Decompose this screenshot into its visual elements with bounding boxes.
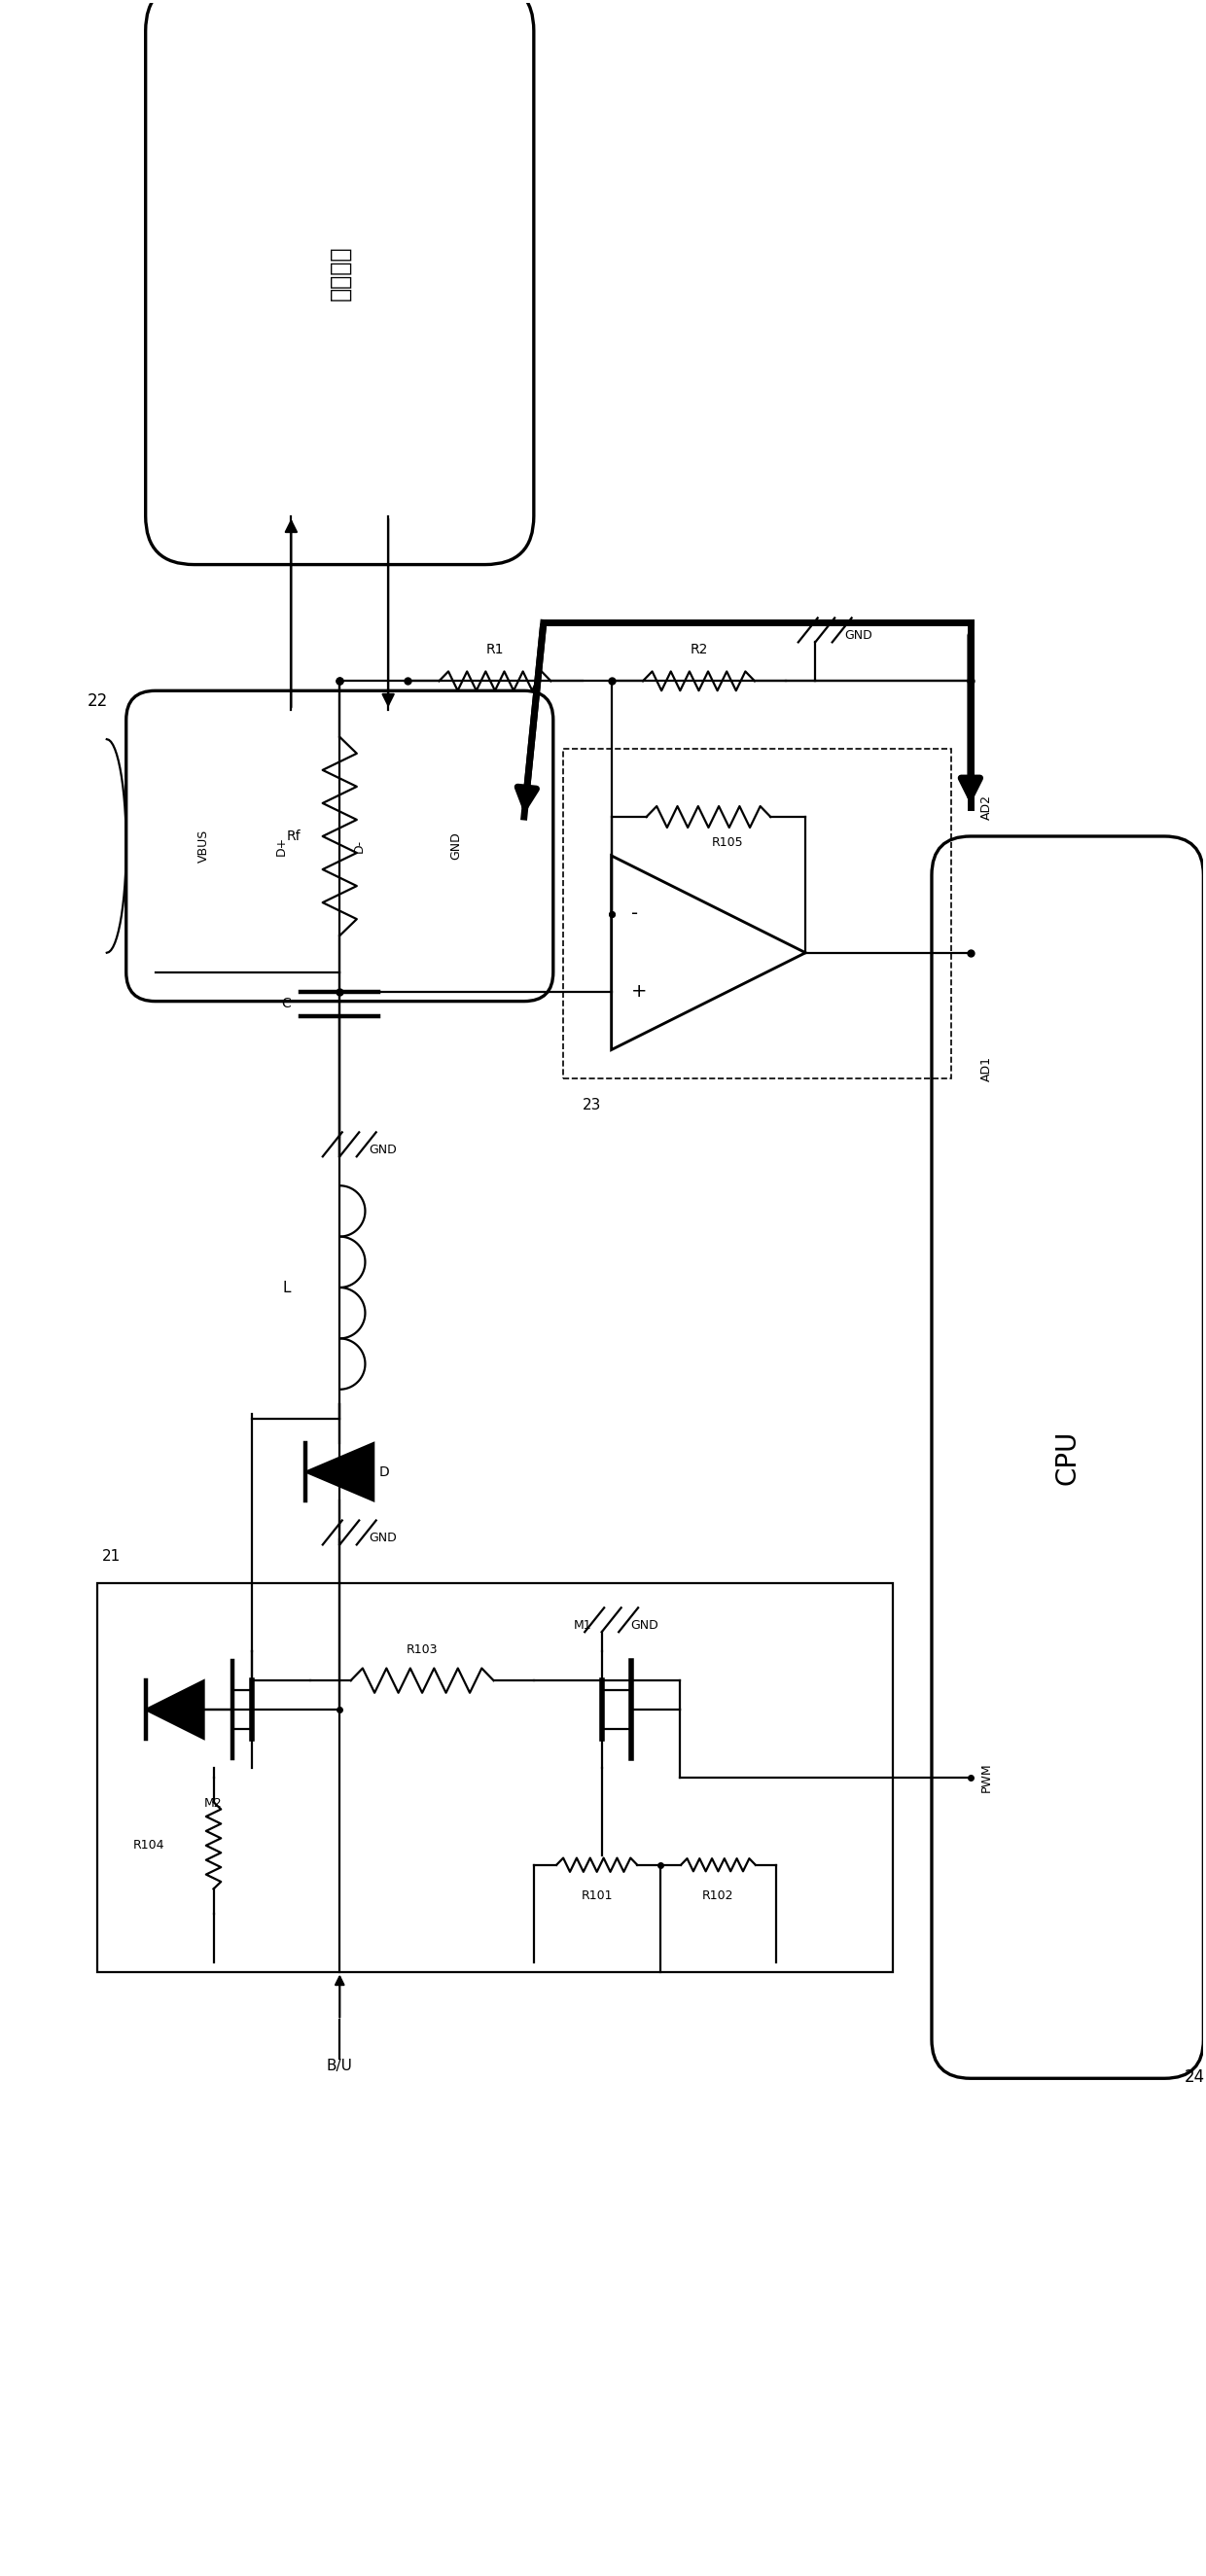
FancyBboxPatch shape bbox=[932, 837, 1204, 2079]
Text: D: D bbox=[379, 1466, 390, 1479]
Bar bbox=[96, 1584, 892, 1971]
Text: VBUS: VBUS bbox=[198, 829, 210, 863]
Text: R105: R105 bbox=[712, 837, 744, 850]
Text: GND: GND bbox=[369, 1533, 397, 1546]
Text: R101: R101 bbox=[581, 1888, 613, 1901]
FancyBboxPatch shape bbox=[146, 0, 534, 564]
Polygon shape bbox=[146, 1680, 204, 1739]
Text: R103: R103 bbox=[406, 1643, 438, 1656]
Text: 21: 21 bbox=[101, 1551, 121, 1564]
Text: GND: GND bbox=[369, 1144, 397, 1157]
Text: M1: M1 bbox=[573, 1620, 591, 1633]
Text: M2: M2 bbox=[205, 1798, 223, 1808]
Text: 23: 23 bbox=[582, 1097, 601, 1113]
Text: R2: R2 bbox=[690, 644, 708, 657]
Text: GND: GND bbox=[631, 1620, 658, 1633]
Text: GND: GND bbox=[450, 832, 462, 860]
Text: GND: GND bbox=[844, 629, 872, 641]
Text: D+: D+ bbox=[275, 837, 288, 855]
Text: +: + bbox=[631, 981, 646, 1002]
Text: C: C bbox=[282, 997, 291, 1010]
Text: 24: 24 bbox=[1184, 2069, 1205, 2087]
Text: CPU: CPU bbox=[1054, 1430, 1082, 1484]
Text: D-: D- bbox=[353, 840, 365, 853]
Text: L: L bbox=[283, 1280, 291, 1296]
Text: 外接设备: 外接设备 bbox=[328, 245, 351, 301]
Text: -: - bbox=[631, 904, 638, 922]
Polygon shape bbox=[305, 1443, 374, 1502]
FancyBboxPatch shape bbox=[127, 690, 554, 1002]
Text: AD2: AD2 bbox=[980, 793, 993, 819]
Text: 22: 22 bbox=[87, 693, 109, 711]
Text: B/U: B/U bbox=[327, 2058, 352, 2074]
Text: R102: R102 bbox=[702, 1888, 734, 1901]
Text: R1: R1 bbox=[486, 644, 504, 657]
Text: R104: R104 bbox=[134, 1839, 165, 1852]
Text: AD1: AD1 bbox=[980, 1056, 993, 1082]
Bar bbox=[563, 750, 952, 1079]
Text: Rf: Rf bbox=[287, 829, 300, 842]
Text: PWM: PWM bbox=[980, 1762, 993, 1793]
